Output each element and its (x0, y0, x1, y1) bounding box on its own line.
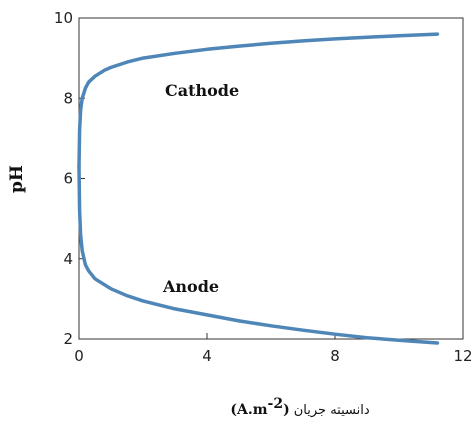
y-tick-label: 2 (63, 330, 73, 348)
y-axis-label: pH (7, 165, 27, 193)
plot-frame (78, 17, 464, 340)
x-tick-label: 0 (74, 347, 84, 365)
x-axis-unit-main: (A.m (230, 402, 267, 418)
x-tick-label: 4 (202, 347, 212, 365)
series-line-anode (77, 164, 440, 345)
x-axis-unit-sup: -2 (268, 396, 284, 412)
y-tick-label: 6 (63, 170, 73, 188)
y-tick-label: 10 (54, 9, 73, 27)
x-axis-ticks: 0 4 8 12 (74, 333, 473, 365)
annotation-cathode: Cathode (165, 81, 239, 100)
annotation-anode: Anode (162, 277, 219, 296)
x-axis-label: (A.m-2) دانسیته جریان (230, 396, 369, 418)
x-axis-label-text: دانسیته جریان (294, 403, 370, 418)
series-lines (77, 32, 440, 345)
x-tick-label: 12 (453, 347, 472, 365)
x-axis-unit-close: ) (283, 402, 290, 418)
y-tick-label: 4 (63, 250, 73, 268)
y-tick-label: 8 (63, 89, 73, 107)
series-line-cathode (77, 32, 440, 169)
x-tick-label: 8 (330, 347, 340, 365)
y-axis-ticks: 2 4 6 8 10 (54, 9, 85, 348)
